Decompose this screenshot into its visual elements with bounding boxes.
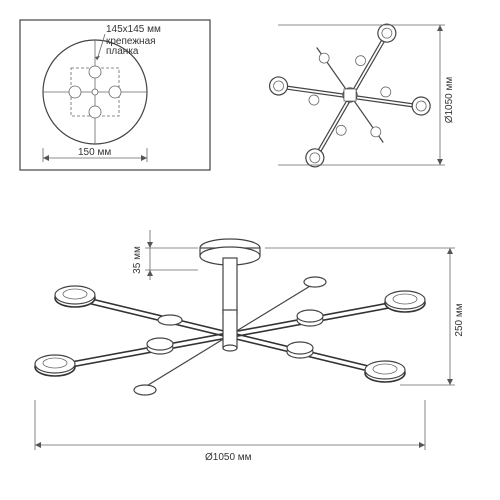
technical-drawing: 145х145 мм крепежная планка 150 мм	[0, 0, 500, 500]
inset-box: 145х145 мм крепежная планка 150 мм	[20, 20, 210, 170]
main-view: Ø1050 мм 250 мм 35 мм	[35, 230, 465, 463]
inset-label-sub2: планка	[106, 46, 139, 57]
plan-view: Ø1050 мм	[268, 21, 455, 170]
plan-dim-right: Ø1050 мм	[444, 77, 455, 124]
inset-label-top: 145х145 мм	[106, 24, 161, 35]
main-dim-right: 250 мм	[454, 303, 465, 336]
inset-dim-bottom: 150 мм	[78, 147, 111, 158]
main-dim-bottom: Ø1050 мм	[205, 452, 252, 463]
main-dim-35: 35 мм	[132, 246, 143, 274]
